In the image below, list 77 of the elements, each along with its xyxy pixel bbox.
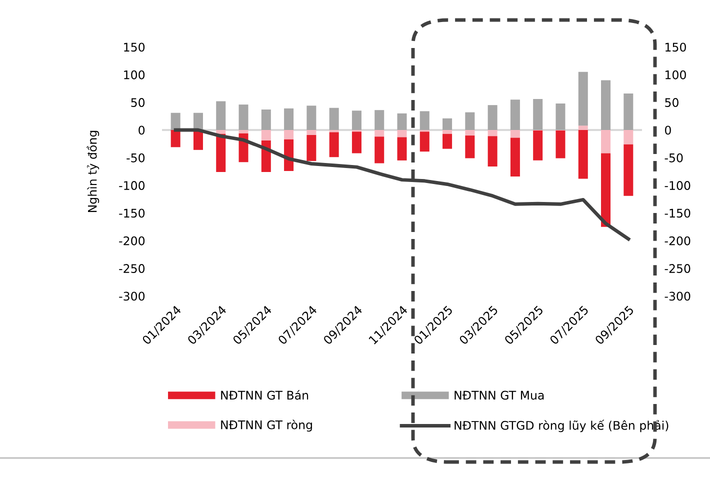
bar xyxy=(420,111,430,130)
bar xyxy=(442,134,452,149)
bar xyxy=(624,144,634,196)
bar xyxy=(352,110,362,130)
bar xyxy=(306,130,316,135)
y2-tick-label: -100 xyxy=(664,181,690,190)
bar xyxy=(533,99,543,130)
bar xyxy=(510,100,520,130)
bar xyxy=(374,136,384,164)
y2-tick-label: -300 xyxy=(664,292,690,301)
bar xyxy=(284,130,294,140)
bar xyxy=(374,130,384,137)
bar xyxy=(488,105,498,130)
y2-tick-label: 100 xyxy=(666,70,686,80)
y-tick-label: -100 xyxy=(119,181,145,190)
y-tick-label: -50 xyxy=(126,153,145,162)
bar xyxy=(306,106,316,130)
bar xyxy=(329,108,339,130)
legend-label: NĐTNN GT Bán xyxy=(221,390,308,400)
bar xyxy=(216,130,226,134)
bar xyxy=(510,130,520,138)
bar xyxy=(420,132,430,152)
bar xyxy=(329,132,339,158)
y-tick-label: -150 xyxy=(119,208,145,218)
y-tick-label: 100 xyxy=(124,70,145,80)
y-tick-label: 0 xyxy=(138,126,145,135)
bar xyxy=(624,130,634,144)
bar xyxy=(442,130,452,134)
bar xyxy=(170,112,180,130)
bar xyxy=(601,153,611,227)
bar xyxy=(465,136,475,158)
bar xyxy=(170,130,180,148)
y-tick-label: 50 xyxy=(131,98,145,107)
bar xyxy=(601,80,611,130)
bar xyxy=(352,132,362,154)
y2-tick-label: 0 xyxy=(665,126,671,135)
bar xyxy=(284,108,294,130)
y2-tick-label: -200 xyxy=(664,236,690,246)
bar xyxy=(465,130,475,136)
y2-tick-label: -250 xyxy=(664,264,690,273)
bar xyxy=(578,126,588,130)
bar xyxy=(488,130,498,136)
bar xyxy=(193,130,203,150)
y2-tick-label: 50 xyxy=(665,98,678,107)
bar xyxy=(306,134,316,161)
bar xyxy=(216,134,226,172)
bar xyxy=(465,112,475,130)
bar xyxy=(397,113,407,130)
legend-label: NĐTNN GT Mua xyxy=(454,390,544,400)
bar xyxy=(238,130,248,134)
legend-label: NĐTNN GT ròng xyxy=(221,420,312,432)
bar xyxy=(193,112,203,130)
bar xyxy=(216,101,226,130)
bar xyxy=(578,130,588,179)
y-tick-label: 150 xyxy=(124,42,145,52)
y-tick-label: -200 xyxy=(119,236,145,246)
bar xyxy=(442,118,452,130)
bar xyxy=(397,137,407,160)
bar xyxy=(261,110,271,130)
y2-tick-label: -150 xyxy=(664,208,690,218)
bar xyxy=(261,130,271,141)
y-tick-label: -250 xyxy=(119,264,145,273)
bar xyxy=(488,136,498,167)
bar xyxy=(624,93,634,130)
bar xyxy=(397,130,407,138)
bar xyxy=(601,130,611,154)
bar xyxy=(556,130,566,158)
bar xyxy=(510,138,520,176)
bar xyxy=(556,103,566,130)
bar xyxy=(238,104,248,130)
y-tick-label: -300 xyxy=(119,292,145,301)
bar xyxy=(533,130,543,160)
y-axis-title: Nghìn tỷ đồng xyxy=(86,130,100,212)
bar xyxy=(578,72,588,126)
y2-tick-label: -50 xyxy=(664,153,683,162)
y2-tick-label: 150 xyxy=(666,42,686,52)
bar xyxy=(374,110,384,130)
